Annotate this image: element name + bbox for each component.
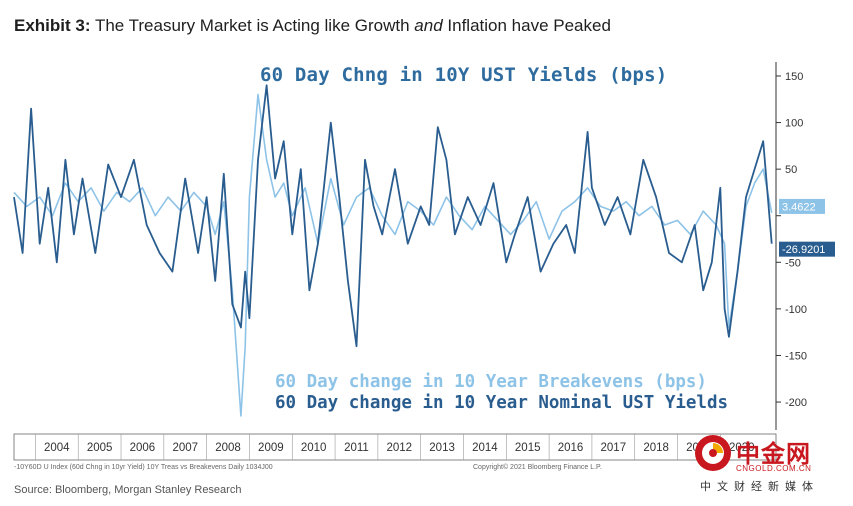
chart-title: 60 Day Chng in 10Y UST Yields (bps) (260, 64, 668, 86)
last-value-box (779, 198, 825, 214)
series-line-nominal (13, 84, 773, 348)
last-value-labels-group: 3.4622 -26.9201 (779, 198, 835, 257)
y-tick-label: 100 (785, 118, 803, 130)
x-tick-label: 2012 (386, 442, 412, 454)
x-tick-label: 2011 (344, 442, 369, 454)
last-value-box (779, 241, 835, 257)
x-tick-label: 2005 (87, 442, 113, 454)
x-tick-label: 2017 (601, 442, 627, 454)
title-part-2: Inflation have Peaked (447, 16, 611, 35)
x-tick-label: 2020 (729, 442, 755, 454)
exhibit-label: Exhibit 3: (14, 16, 91, 35)
series-group (13, 84, 773, 417)
legend-entry-breakevens: 60 Day change in 10 Year Breakevens (bps… (275, 372, 707, 392)
watermark-name: 中金网 (736, 440, 811, 468)
title-part-1: The Treasury Market is Acting like Growt… (94, 16, 410, 35)
y-tick-label: 150 (785, 71, 803, 83)
watermark-subtitle: 中文财经新媒体 (700, 481, 819, 493)
x-tick-label: 2009 (258, 442, 284, 454)
x-tick-label: 2013 (429, 442, 455, 454)
legend-entry-nominal: 60 Day change in 10 Year Nominal UST Yie… (275, 393, 729, 413)
cngold-logo-icon (695, 435, 731, 471)
source-note: Source: Bloomberg, Morgan Stanley Resear… (14, 484, 242, 496)
y-tick-label: -50 (785, 257, 801, 269)
x-tick-label: 2008 (215, 442, 241, 454)
x-tick-label: 2007 (172, 442, 198, 454)
copyright-note: Copyright© 2021 Bloomberg Finance L.P. (473, 464, 602, 471)
x-axis-strip (13, 433, 777, 461)
x-tick-label: 2018 (643, 442, 669, 454)
last-value-label: -26.9201 (782, 244, 825, 256)
x-tick-label: 2004 (44, 442, 70, 454)
x-tick-label: 2006 (130, 442, 156, 454)
axes-group: 150 100 50 -50 -100 -150 -200 2004 2005 2006 2007 2… (13, 62, 807, 461)
series-footnote: -10Y60D U Index (60d Chng in 10yr Yield)… (14, 464, 273, 471)
x-tick-label: 2010 (301, 442, 327, 454)
last-value-label: 3.4622 (782, 201, 816, 213)
y-tick-label: 50 (785, 164, 797, 176)
exhibit-title: Exhibit 3: The Treasury Market is Acting… (14, 16, 611, 36)
watermark-url: CNGOLD.COM.CN (736, 464, 812, 473)
x-tick-label: 2014 (472, 442, 498, 454)
y-tick-label: -150 (785, 350, 807, 362)
series-line-breakevens (13, 93, 773, 417)
x-tick-label: 2016 (558, 442, 584, 454)
title-emphasis: and (414, 16, 443, 35)
y-tick-label: -200 (785, 397, 807, 409)
y-tick-label: -100 (785, 304, 807, 316)
x-tick-label: 2015 (515, 442, 541, 454)
watermark: 中金网 CNGOLD.COM.CN 中文财经新媒体 (692, 432, 842, 494)
